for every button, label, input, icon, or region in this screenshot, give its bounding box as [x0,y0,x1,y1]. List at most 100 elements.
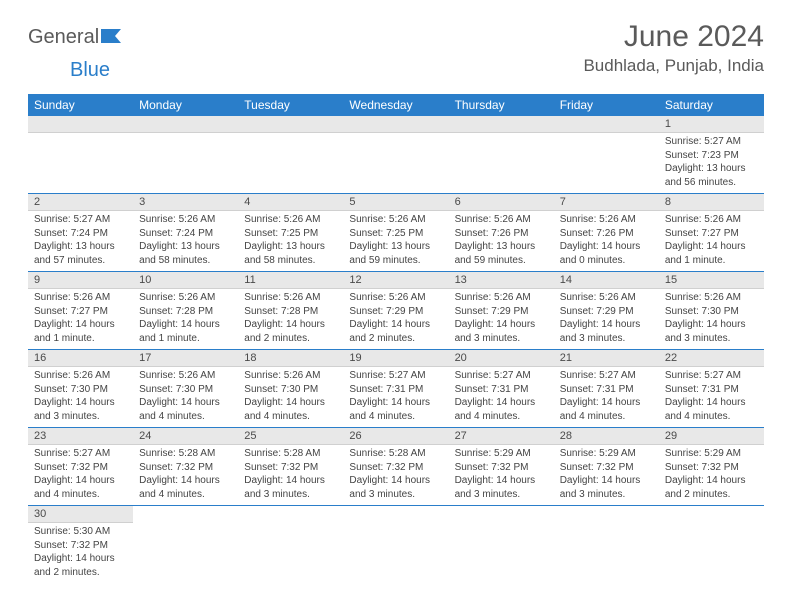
daylight-line: Daylight: 14 hours and 3 minutes. [560,318,653,345]
sunset-line: Sunset: 7:27 PM [665,227,758,241]
day-number: 2 [28,194,133,211]
daylight-line: Daylight: 14 hours and 0 minutes. [560,240,653,267]
day-number: 29 [659,428,764,445]
calendar-cell [449,506,554,584]
title-block: June 2024 Budhlada, Punjab, India [583,20,764,76]
sunset-line: Sunset: 7:32 PM [139,461,232,475]
sunset-line: Sunset: 7:31 PM [455,383,548,397]
calendar-cell: 2Sunrise: 5:27 AMSunset: 7:24 PMDaylight… [28,194,133,272]
daylight-line: Daylight: 14 hours and 4 minutes. [139,396,232,423]
calendar-cell: 4Sunrise: 5:26 AMSunset: 7:25 PMDaylight… [238,194,343,272]
calendar-cell: 15Sunrise: 5:26 AMSunset: 7:30 PMDayligh… [659,272,764,350]
sunrise-line: Sunrise: 5:26 AM [455,291,548,305]
day-content: Sunrise: 5:26 AMSunset: 7:28 PMDaylight:… [238,289,343,349]
sunset-line: Sunset: 7:30 PM [139,383,232,397]
sunrise-line: Sunrise: 5:26 AM [560,213,653,227]
day-content: Sunrise: 5:28 AMSunset: 7:32 PMDaylight:… [133,445,238,505]
sunset-line: Sunset: 7:28 PM [244,305,337,319]
daylight-line: Daylight: 14 hours and 2 minutes. [244,318,337,345]
day-content: Sunrise: 5:29 AMSunset: 7:32 PMDaylight:… [449,445,554,505]
daylight-line: Daylight: 14 hours and 3 minutes. [560,474,653,501]
logo: GeneralBlue [28,26,123,82]
daylight-line: Daylight: 14 hours and 3 minutes. [349,474,442,501]
calendar-cell: 21Sunrise: 5:27 AMSunset: 7:31 PMDayligh… [554,350,659,428]
location: Budhlada, Punjab, India [583,56,764,76]
calendar-cell: 8Sunrise: 5:26 AMSunset: 7:27 PMDaylight… [659,194,764,272]
calendar-cell: 9Sunrise: 5:26 AMSunset: 7:27 PMDaylight… [28,272,133,350]
weekday-header: Thursday [449,94,554,116]
day-number: 30 [28,506,133,523]
sunset-line: Sunset: 7:32 PM [244,461,337,475]
daylight-line: Daylight: 14 hours and 2 minutes. [665,474,758,501]
sunrise-line: Sunrise: 5:26 AM [455,213,548,227]
sunrise-line: Sunrise: 5:26 AM [665,291,758,305]
daylight-line: Daylight: 14 hours and 3 minutes. [455,474,548,501]
calendar-cell [238,116,343,194]
sunrise-line: Sunrise: 5:26 AM [139,369,232,383]
sunset-line: Sunset: 7:32 PM [34,461,127,475]
day-content: Sunrise: 5:27 AMSunset: 7:31 PMDaylight:… [343,367,448,427]
day-content: Sunrise: 5:28 AMSunset: 7:32 PMDaylight:… [343,445,448,505]
daylight-line: Daylight: 13 hours and 58 minutes. [244,240,337,267]
day-number: 13 [449,272,554,289]
sunrise-line: Sunrise: 5:27 AM [665,369,758,383]
calendar-cell [343,506,448,584]
day-number: 26 [343,428,448,445]
sunrise-line: Sunrise: 5:29 AM [455,447,548,461]
calendar-cell: 5Sunrise: 5:26 AMSunset: 7:25 PMDaylight… [343,194,448,272]
daylight-line: Daylight: 13 hours and 56 minutes. [665,162,758,189]
weekday-header: Friday [554,94,659,116]
sunrise-line: Sunrise: 5:27 AM [560,369,653,383]
day-number: 11 [238,272,343,289]
empty-day-header [28,116,133,133]
day-content: Sunrise: 5:26 AMSunset: 7:26 PMDaylight:… [449,211,554,271]
day-number: 15 [659,272,764,289]
daylight-line: Daylight: 14 hours and 4 minutes. [455,396,548,423]
sunrise-line: Sunrise: 5:28 AM [349,447,442,461]
sunset-line: Sunset: 7:25 PM [349,227,442,241]
daylight-line: Daylight: 14 hours and 4 minutes. [139,474,232,501]
daylight-line: Daylight: 13 hours and 59 minutes. [349,240,442,267]
calendar-cell: 14Sunrise: 5:26 AMSunset: 7:29 PMDayligh… [554,272,659,350]
day-content: Sunrise: 5:26 AMSunset: 7:28 PMDaylight:… [133,289,238,349]
sunrise-line: Sunrise: 5:27 AM [34,213,127,227]
flag-icon [101,26,123,49]
daylight-line: Daylight: 13 hours and 58 minutes. [139,240,232,267]
sunrise-line: Sunrise: 5:26 AM [244,369,337,383]
day-number: 1 [659,116,764,133]
sunset-line: Sunset: 7:23 PM [665,149,758,163]
day-number: 5 [343,194,448,211]
calendar-cell: 19Sunrise: 5:27 AMSunset: 7:31 PMDayligh… [343,350,448,428]
day-number: 4 [238,194,343,211]
calendar-cell [133,506,238,584]
day-number: 22 [659,350,764,367]
sunrise-line: Sunrise: 5:26 AM [244,213,337,227]
daylight-line: Daylight: 13 hours and 57 minutes. [34,240,127,267]
sunrise-line: Sunrise: 5:27 AM [34,447,127,461]
calendar-cell: 7Sunrise: 5:26 AMSunset: 7:26 PMDaylight… [554,194,659,272]
empty-day-header [238,116,343,133]
day-content: Sunrise: 5:26 AMSunset: 7:29 PMDaylight:… [343,289,448,349]
calendar-cell: 17Sunrise: 5:26 AMSunset: 7:30 PMDayligh… [133,350,238,428]
sunset-line: Sunset: 7:28 PM [139,305,232,319]
month-title: June 2024 [583,20,764,54]
sunrise-line: Sunrise: 5:29 AM [665,447,758,461]
sunset-line: Sunset: 7:29 PM [560,305,653,319]
day-number: 7 [554,194,659,211]
day-number: 25 [238,428,343,445]
weekday-header: Saturday [659,94,764,116]
calendar-cell: 24Sunrise: 5:28 AMSunset: 7:32 PMDayligh… [133,428,238,506]
day-number: 8 [659,194,764,211]
day-content: Sunrise: 5:26 AMSunset: 7:30 PMDaylight:… [133,367,238,427]
calendar-cell [133,116,238,194]
calendar-cell [28,116,133,194]
day-content: Sunrise: 5:30 AMSunset: 7:32 PMDaylight:… [28,523,133,583]
daylight-line: Daylight: 14 hours and 3 minutes. [244,474,337,501]
sunrise-line: Sunrise: 5:26 AM [34,291,127,305]
day-content: Sunrise: 5:27 AMSunset: 7:23 PMDaylight:… [659,133,764,193]
day-number: 10 [133,272,238,289]
day-number: 9 [28,272,133,289]
weekday-header: Wednesday [343,94,448,116]
sunset-line: Sunset: 7:31 PM [349,383,442,397]
calendar-cell [343,116,448,194]
